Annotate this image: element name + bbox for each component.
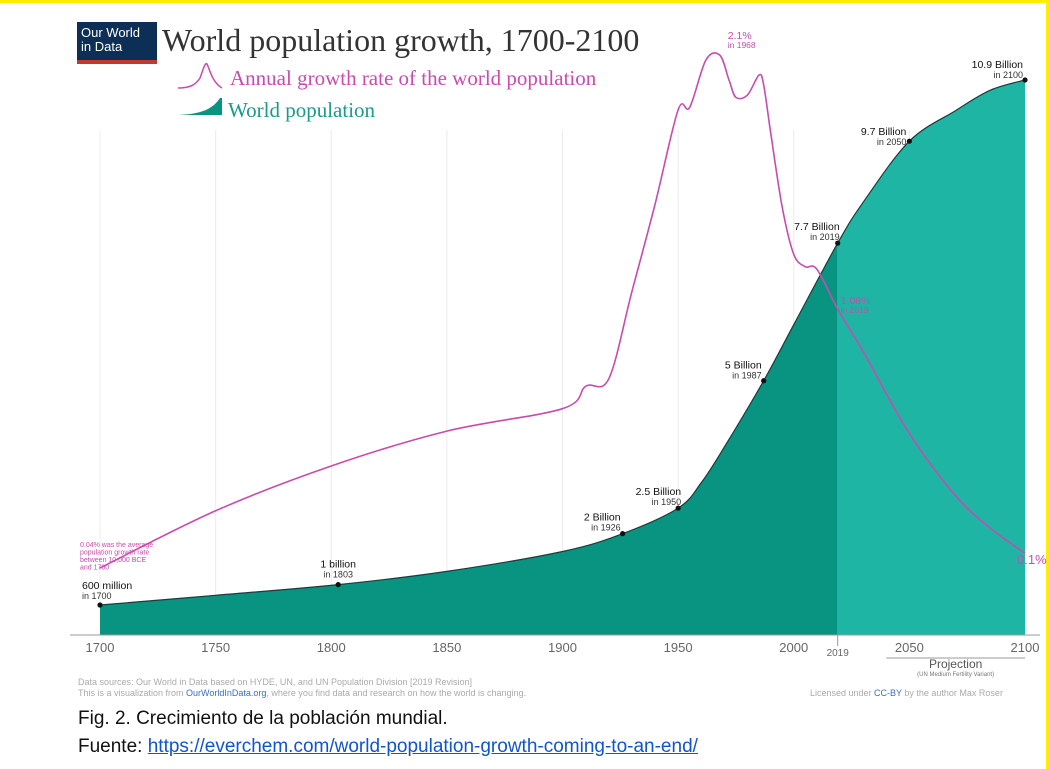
x-tick-label-1900: 1900 bbox=[548, 640, 577, 655]
source-prefix: Fuente: bbox=[78, 736, 148, 757]
population-point-1700 bbox=[97, 602, 103, 608]
legend-population-label: World population bbox=[228, 98, 376, 122]
population-point-2019 bbox=[835, 240, 841, 246]
population-point-1926 bbox=[620, 531, 626, 537]
license-prefix: Licensed under bbox=[810, 688, 875, 698]
growth-sub-1968: in 1968 bbox=[728, 40, 756, 50]
projection-sublabel: (UN Medium Fertility Variant) bbox=[917, 672, 994, 678]
data-sources-note: Data sources: Our World in Data based on… bbox=[78, 677, 473, 687]
x-tick-label-2100: 2100 bbox=[1011, 640, 1040, 655]
population-label-1803: 1 billion bbox=[320, 559, 356, 571]
growth-rate-line bbox=[99, 52, 1026, 569]
source-line: Fuente: https://everchem.com/world-popul… bbox=[78, 736, 698, 758]
population-label-2019: 7.7 Billion bbox=[794, 221, 840, 233]
population-sub-2050: in 2050 bbox=[877, 137, 907, 147]
license-note: Licensed under CC-BY by the author Max R… bbox=[810, 688, 1003, 698]
logo-line-1: Our World bbox=[81, 25, 140, 40]
yellow-frame-top bbox=[0, 0, 1049, 3]
viz-suffix: , where you find data and research on ho… bbox=[266, 688, 527, 698]
population-sub-1926: in 1926 bbox=[591, 523, 621, 533]
growth-label-2100: 0.1% bbox=[1017, 552, 1047, 567]
growth-sub-2019: in 2019 bbox=[841, 305, 869, 315]
x-tick-label-2000: 2000 bbox=[779, 640, 808, 655]
x-tick-label-1750: 1750 bbox=[201, 640, 230, 655]
population-point-1803 bbox=[335, 582, 341, 588]
population-chart: 1700 1750 1800 1850 1900 1950 2000 2050 2100 2019… bbox=[70, 30, 1047, 678]
x-tick-label-projection-start: 2019 bbox=[827, 648, 850, 659]
projection-label: Projection bbox=[929, 657, 982, 671]
cc-by-link[interactable]: CC-BY bbox=[874, 688, 902, 698]
population-sub-1987: in 1987 bbox=[732, 371, 762, 381]
legend-growth-icon bbox=[177, 62, 223, 89]
legend-growth-label: Annual growth rate of the world populati… bbox=[230, 66, 597, 90]
logo-line-2: in Data bbox=[81, 39, 123, 54]
growth-label-1968: 2.1% bbox=[728, 30, 752, 42]
license-suffix: by the author Max Roser bbox=[901, 688, 1003, 698]
population-area-historical bbox=[100, 243, 838, 635]
population-sub-1803: in 1803 bbox=[323, 570, 353, 580]
chart-title: World population growth, 1700-2100 bbox=[162, 22, 640, 58]
population-label-2050: 9.7 Billion bbox=[861, 126, 907, 138]
population-sub-1700: in 1700 bbox=[82, 591, 112, 601]
growth-note-line-2: population growth rate bbox=[80, 550, 149, 557]
population-point-2050 bbox=[906, 138, 912, 144]
source-link[interactable]: https://everchem.com/world-population-gr… bbox=[147, 736, 698, 757]
population-point-2100 bbox=[1022, 77, 1028, 83]
yellow-frame-right bbox=[1046, 0, 1049, 769]
population-label-1926: 2 Billion bbox=[584, 512, 621, 524]
x-tick-label-1800: 1800 bbox=[317, 640, 346, 655]
figure-caption: Fig. 2. Crecimiento de la población mund… bbox=[78, 708, 448, 729]
x-tick-label-1850: 1850 bbox=[432, 640, 461, 655]
population-point-1950 bbox=[675, 505, 681, 511]
logo-red-bar bbox=[77, 60, 157, 64]
population-sub-1950: in 1950 bbox=[652, 497, 682, 507]
x-tick-label-2050: 2050 bbox=[895, 640, 924, 655]
population-label-1987: 5 Billion bbox=[725, 360, 762, 372]
x-tick-label-1700: 1700 bbox=[86, 640, 115, 655]
population-label-2100: 10.9 Billion bbox=[972, 59, 1024, 71]
population-sub-2019: in 2019 bbox=[810, 232, 840, 242]
owid-link[interactable]: OurWorldInData.org bbox=[186, 688, 267, 698]
population-sub-2100: in 2100 bbox=[993, 70, 1023, 80]
x-tick-label-1950: 1950 bbox=[664, 640, 693, 655]
our-world-in-data-logo: Our World in Data bbox=[77, 22, 157, 64]
growth-note-line-1: 0.04% was the average bbox=[80, 542, 153, 549]
population-label-1950: 2.5 Billion bbox=[636, 486, 682, 498]
population-label-1700: 600 million bbox=[82, 580, 132, 592]
population-point-1987 bbox=[761, 378, 767, 384]
visualization-note: This is a visualization from OurWorldInD… bbox=[78, 688, 526, 698]
population-area-projection bbox=[837, 80, 1025, 635]
growth-note-line-4: and 1700 bbox=[80, 565, 109, 572]
legend-population-icon bbox=[178, 98, 222, 115]
growth-label-2019: 1.08% bbox=[841, 295, 871, 307]
viz-prefix: This is a visualization from bbox=[78, 688, 187, 698]
growth-note-line-3: between 10,000 BCE bbox=[80, 557, 146, 564]
